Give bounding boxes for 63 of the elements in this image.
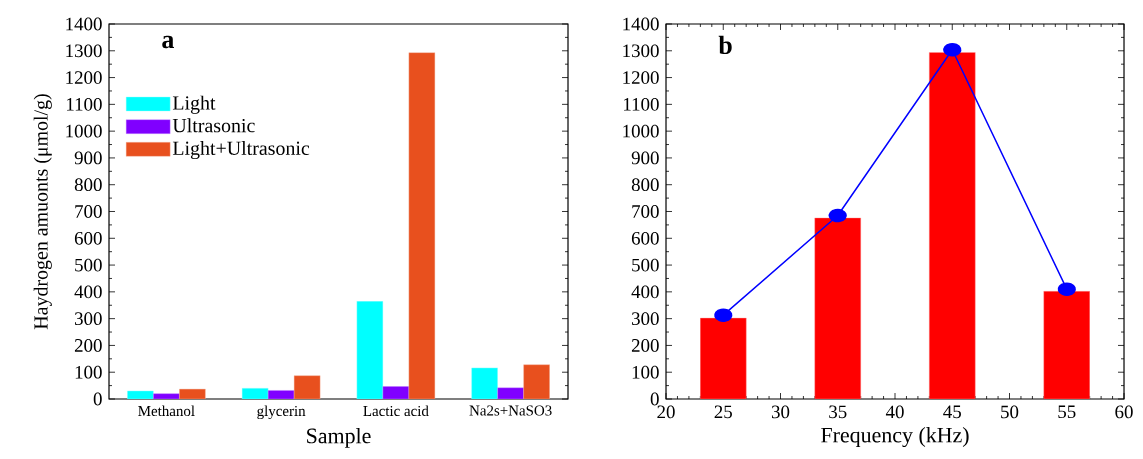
x-tick-label: Na2s+NaSO3	[469, 405, 552, 416]
x-axis-title: Frequency (kHz)	[821, 427, 969, 448]
x-tick-label: 25	[714, 405, 732, 419]
x-tick-label: 60	[1115, 405, 1133, 419]
point	[1057, 282, 1076, 296]
bar	[700, 317, 747, 399]
bar	[523, 364, 550, 399]
y-tick-label: 0	[93, 392, 102, 406]
legend-label: Ultrasonic	[172, 118, 255, 133]
y-tick-label: 1400	[623, 17, 659, 31]
y-tick-label: 700	[632, 205, 659, 218]
y-tick-label: 1400	[66, 17, 102, 31]
chart-title: a	[162, 35, 174, 49]
y-tick-label: 900	[631, 151, 659, 165]
bar	[929, 52, 976, 399]
bar	[814, 217, 861, 399]
y-tick-label: 300	[632, 312, 659, 326]
y-tick-label: 1300	[623, 44, 659, 58]
x-tick-label: 45	[943, 405, 961, 419]
y-tick-label: 400	[74, 285, 102, 299]
y-axis-title: Haydrogen amuonts (μmol/g)	[33, 94, 52, 330]
x-tick-label: glycerin	[257, 405, 306, 420]
y-tick-label: 1200	[623, 71, 659, 84]
y-tick-label: 800	[631, 178, 659, 192]
y-tick-label: 500	[632, 258, 659, 272]
y-tick-label: 1200	[66, 71, 102, 84]
x-tick-label: 20	[657, 405, 675, 419]
y-tick-label: 300	[75, 312, 102, 326]
y-tick-label: 500	[75, 258, 102, 272]
y-tick-label: 0	[650, 392, 659, 406]
y-tick-label: 800	[74, 178, 102, 192]
y-tick-label: 700	[75, 205, 102, 218]
bar	[356, 301, 384, 399]
x-tick-label: Lactic acid	[363, 405, 429, 417]
x-tick-label: Methanol	[138, 405, 195, 417]
y-tick-label: 1100	[66, 97, 102, 111]
y-tick-label: 600	[631, 231, 659, 245]
y-tick-label: 600	[74, 231, 102, 245]
x-tick-label: 40	[885, 405, 904, 419]
y-tick-label: 200	[631, 339, 659, 352]
legend-label: Light+Ultrasonic	[172, 140, 310, 160]
y-tick-label: 1300	[66, 44, 102, 58]
x-tick-label: 50	[1001, 405, 1019, 419]
y-tick-label: 200	[74, 339, 102, 352]
y-tick-label: 1000	[66, 124, 102, 138]
x-axis-title: Sample	[307, 427, 371, 448]
x-tick-label: 55	[1058, 405, 1076, 419]
y-tick-label: 1000	[623, 124, 659, 138]
legend-label: Light	[172, 95, 216, 114]
bar	[408, 52, 436, 399]
y-tick-label: 100	[75, 365, 102, 379]
x-tick-label: 30	[771, 405, 790, 419]
point	[943, 42, 962, 57]
y-tick-label: 1100	[624, 97, 659, 111]
chart-title: b	[718, 35, 732, 54]
point	[714, 308, 733, 322]
y-tick-label: 400	[631, 285, 659, 299]
bar	[471, 367, 498, 399]
point	[828, 208, 847, 223]
y-tick-label: 100	[632, 365, 659, 379]
x-tick-label: 35	[829, 405, 847, 419]
y-tick-label: 900	[74, 151, 102, 165]
bar	[1043, 291, 1090, 399]
